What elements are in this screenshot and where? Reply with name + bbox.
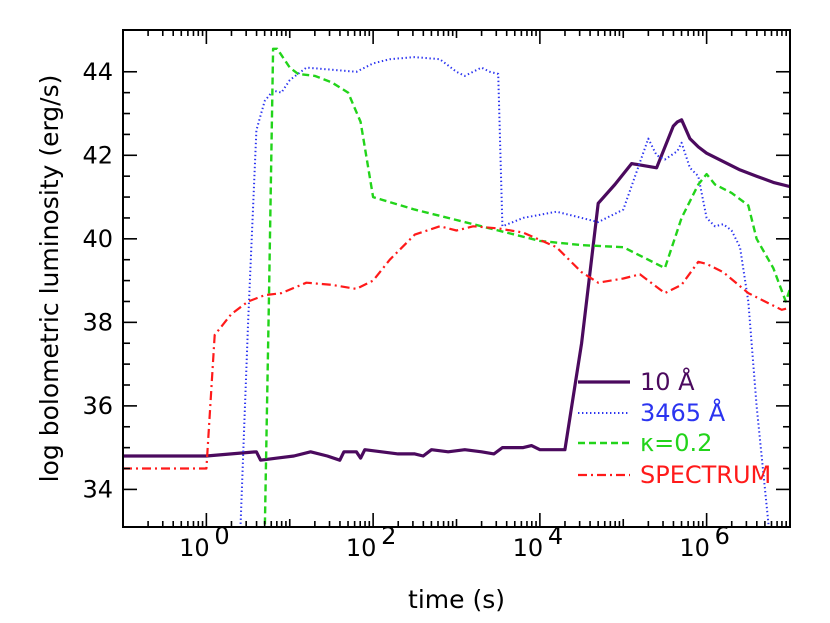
x-tick-label: 10 [513,534,544,562]
y-tick-label: 34 [82,475,113,503]
y-tick-labels: 34 36 38 40 42 44 [82,58,113,504]
series-lines [123,47,790,527]
y-tick-label: 40 [82,225,113,253]
x-axis-title: time (s) [408,585,505,614]
legend-label: 10 Å [640,367,695,396]
y-axis-title: log bolometric luminosity (erg/s) [35,75,64,483]
x-tick-label: 10 [679,534,710,562]
series-line-3 [263,47,790,527]
series-line-1 [123,118,790,462]
legend-label: 3465 Å [640,398,726,427]
y-tick-label: 44 [82,58,113,86]
x-tick-exponent: 6 [715,522,730,550]
series-line-2 [239,56,770,527]
x-tick-labels: 10 0 10 2 10 4 10 6 [179,522,730,562]
legend-label: κ=0.2 [640,429,712,457]
y-tick-label: 42 [82,141,113,169]
axis-ticks [122,30,791,527]
legend-label: SPECTRUM [640,461,771,489]
x-tick-label: 10 [346,534,377,562]
x-tick-label: 10 [179,534,210,562]
x-tick-exponent: 2 [381,522,396,550]
series-line-4 [123,225,790,470]
y-tick-label: 38 [82,308,113,336]
x-tick-exponent: 4 [548,522,563,550]
x-tick-exponent: 0 [214,522,229,550]
y-tick-label: 36 [82,392,113,420]
